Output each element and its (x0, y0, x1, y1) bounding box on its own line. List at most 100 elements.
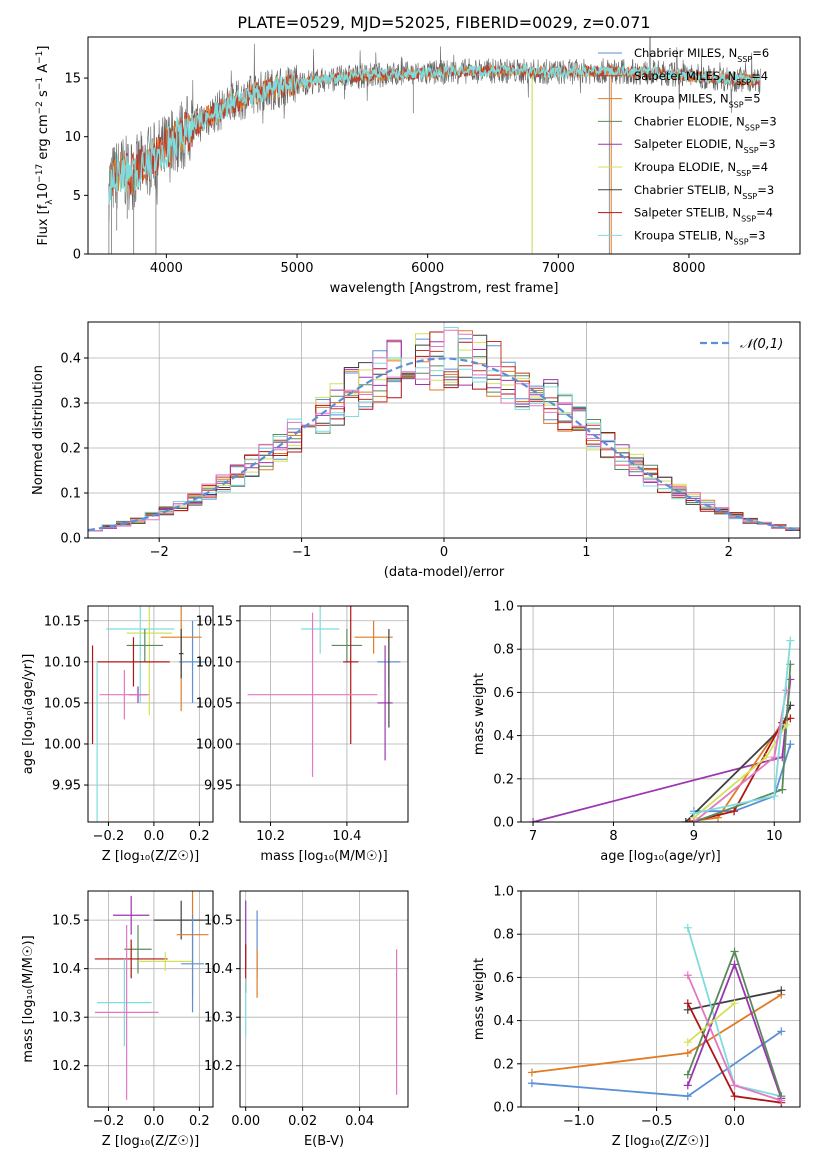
mass-weight-marker (778, 785, 787, 794)
mass-weight-marker (685, 818, 694, 822)
age-mass-xlabel: mass [log₁₀(M/M☉)] (260, 849, 387, 864)
legend-entry: Chabrier ELODIE, NSSP=3 (634, 114, 777, 131)
legend-nssp: 5 (753, 92, 760, 106)
residuals-ytick-label: 0.0 (60, 532, 81, 547)
legend-eq: = (757, 183, 767, 197)
mass-EBV-plot (245, 900, 398, 1095)
mass-weight-marker (782, 720, 791, 729)
mass-EBV-xlabel: E(B-V) (304, 1134, 344, 1149)
weight-Z-ylabel: mass weight (472, 958, 487, 1040)
legend-entry: Kroupa ELODIE, NSSP=4 (634, 160, 768, 178)
age-mass-ytick-label: 10.15 (196, 614, 233, 629)
legend-name: Chabrier MILES (634, 46, 721, 60)
weight-Z-ytick-label: 0.6 (493, 971, 514, 986)
mass-weight-marker (786, 636, 795, 645)
spectrum-ylabel: Flux [fλ10−17 erg cm−2 s−1 A−1] (35, 46, 55, 246)
age-mass-ytick-label: 9.95 (204, 779, 233, 794)
legend-sep: , N (728, 137, 744, 151)
legend-entry: Chabrier STELIB, NSSP=3 (634, 183, 774, 201)
spectrum-ytick-label: 0 (73, 248, 81, 263)
legend-sep: , N (721, 46, 737, 60)
age-Z-xlabel: Z [log₁₀(Z/Z☉)] (102, 849, 199, 864)
residuals-plot (88, 327, 800, 538)
spectrum-xtick-label: 5000 (280, 261, 313, 276)
age-Z-frame (87, 605, 214, 823)
legend-entry: Chabrier MILES, NSSP=6 (634, 46, 769, 64)
legend-entry: Salpeter ELODIE, NSSP=3 (634, 137, 776, 155)
legend-eq: = (759, 137, 769, 151)
age-Z-xtick-label: −0.2 (93, 829, 125, 844)
legend-name: Kroupa ELODIE (634, 160, 720, 174)
model-spectrum-line (108, 63, 761, 205)
residuals-xtick-label: 2 (725, 545, 733, 560)
mass-weight-marker (683, 1038, 692, 1047)
weight-age-xtick-label: 7 (529, 829, 537, 844)
legend-eq: = (760, 114, 770, 128)
spectrum-ytick-label: 10 (64, 130, 81, 145)
age-Z-ytick-label: 10.00 (44, 737, 81, 752)
spectrum-ylabel-part: ] (36, 46, 51, 51)
residuals-ytick-label: 0.4 (60, 352, 81, 367)
age-Z-ylabel: age [log₁₀(age/yr)] (21, 654, 36, 775)
spectrum-ylabel-part: erg cm (36, 114, 51, 163)
residuals-xtick-label: −2 (150, 545, 169, 560)
legend-nssp: 3 (768, 137, 775, 151)
weight-age-ytick-label: 1.0 (493, 600, 514, 615)
age-mass-ytick-label: 10.05 (196, 696, 233, 711)
weight-Z-ytick-label: 0.8 (493, 928, 514, 943)
mass-weight-marker (730, 807, 739, 816)
mass-EBV-xtick-label: 0.02 (288, 1114, 317, 1129)
legend-sep: , N (726, 183, 742, 197)
weight-age-ylabel: mass weight (472, 673, 487, 755)
residuals-xtick-label: 1 (582, 545, 590, 560)
weight-age-ytick-label: 0.0 (493, 816, 514, 831)
mass-weight-line (693, 640, 792, 815)
mass-weight-marker (527, 1079, 536, 1088)
spectrum-ylabel-part: −1 (35, 51, 45, 64)
legend-sub: SSP (742, 191, 757, 200)
spectrum-ylabel-part: λ (45, 199, 55, 205)
weight-Z-xtick-label: −1.0 (563, 1114, 595, 1129)
mass-weight-marker (777, 1027, 786, 1036)
legend-sep: , N (718, 228, 734, 242)
mass-weight-marker (730, 947, 739, 956)
spectrum-ylabel-part: −2 (35, 101, 45, 114)
spectrum-ylabel-part: −1 (35, 77, 45, 90)
residuals-ytick-label: 0.2 (60, 442, 81, 457)
legend-entry: Kroupa STELIB, NSSP=3 (634, 228, 766, 246)
weight-age-xtick-label: 9 (690, 829, 698, 844)
weight-Z-ytick-label: 0.0 (493, 1101, 514, 1116)
age-Z-ytick-label: 9.95 (52, 779, 81, 794)
mass-Z-ytick-label: 10.4 (52, 962, 81, 977)
weight-age-ytick-label: 0.6 (493, 686, 514, 701)
residual-histogram (88, 329, 800, 538)
legend-sub: SSP (737, 55, 752, 64)
mass-Z-ytick-label: 10.3 (52, 1011, 81, 1026)
spectrum-ylabel-part: s (36, 90, 51, 101)
mass-weight-marker (777, 986, 786, 995)
weight-Z-ytick-label: 1.0 (493, 885, 514, 900)
age-mass-ytick-label: 10.00 (196, 737, 233, 752)
weight-age-ytick-label: 0.8 (493, 643, 514, 658)
mass-weight-marker (786, 740, 795, 749)
weight-age-plot (529, 636, 795, 822)
legend-sub: SSP (745, 123, 760, 132)
mass-weight-marker (683, 1092, 692, 1101)
legend-sub: SSP (736, 77, 751, 86)
mass-Z-ylabel: mass [log₁₀(M/M☉)] (21, 935, 36, 1062)
legend-nssp: 4 (761, 69, 768, 83)
residuals-xtick-label: 0 (440, 545, 448, 560)
legend-sep: , N (713, 92, 729, 106)
mass-EBV-ytick-label: 10.4 (204, 962, 233, 977)
residuals-xlabel: (data-model)/error (384, 565, 505, 580)
age-Z-ytick-label: 10.15 (44, 614, 81, 629)
mass-weight-marker (689, 809, 698, 818)
mass-weight-marker (683, 999, 692, 1008)
spectrum-frame (87, 36, 801, 255)
legend-nssp: 3 (767, 183, 774, 197)
legend-sep: , N (720, 160, 736, 174)
legend-nssp: 6 (762, 46, 769, 60)
spectrum-xtick-label: 4000 (150, 261, 183, 276)
